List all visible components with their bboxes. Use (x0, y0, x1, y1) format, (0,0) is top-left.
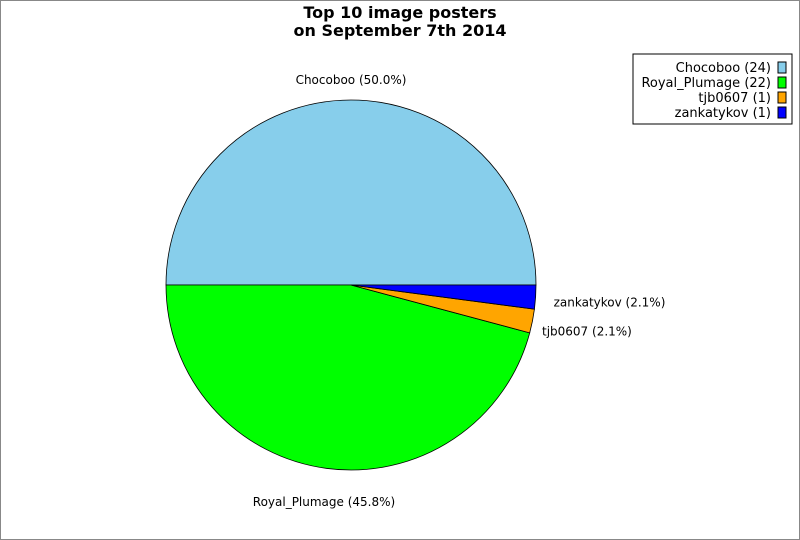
chart-subtitle: on September 7th 2014 (294, 21, 507, 40)
legend-label-tjb0607: tjb0607 (1) (698, 91, 771, 106)
pie-slice-zankatykov (350, 284, 537, 310)
slice-label-tjb0607: tjb0607 (2.1%) (542, 324, 632, 338)
legend-swatch-zankatykov (777, 106, 787, 119)
legend-box (632, 53, 793, 125)
slice-label-royal-plumage: Royal_Plumage (45.8%) (253, 495, 395, 509)
pie-slice-chocoboo (165, 99, 537, 286)
legend-label-royal-plumage: Royal_Plumage (22) (641, 76, 771, 91)
chart-title: Top 10 image posters (303, 3, 496, 22)
slice-label-zankatykov: zankatykov (2.1%) (554, 296, 666, 310)
legend-swatch-chocoboo (777, 61, 787, 74)
legend-swatch-tjb0607 (777, 91, 787, 104)
pie-slice-royal-plumage (165, 284, 531, 471)
pie-slices (165, 99, 537, 471)
slice-label-chocoboo: Chocoboo (50.0%) (296, 73, 407, 87)
legend-swatch-royal-plumage (777, 76, 787, 89)
legend: Chocoboo (24)Royal_Plumage (22)tjb0607 (… (632, 53, 793, 125)
legend-label-zankatykov: zankatykov (1) (675, 106, 771, 121)
pie-slice-labels: Chocoboo (50.0%) Royal_Plumage (45.8%) tjb… (253, 73, 666, 509)
legend-label-chocoboo: Chocoboo (24) (676, 61, 771, 76)
